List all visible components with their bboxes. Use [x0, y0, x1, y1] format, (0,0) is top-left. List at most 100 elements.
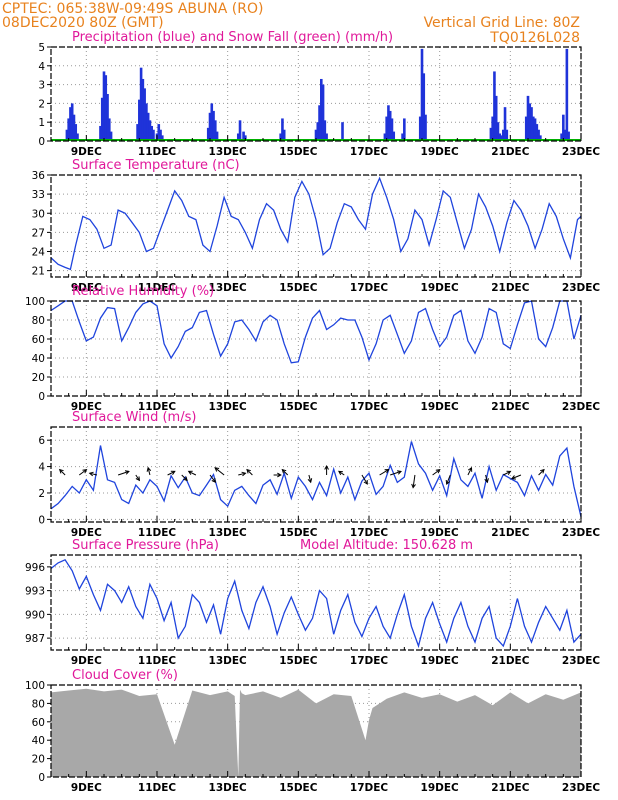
precip-bar — [148, 120, 152, 141]
precip-bar — [498, 133, 502, 141]
precip-bar — [282, 129, 286, 141]
wind-arrow-head — [445, 479, 451, 485]
wind-arrow — [390, 470, 402, 476]
wind-xtick-label: 9DEC — [71, 527, 102, 539]
precip-bar — [279, 133, 282, 141]
precip-bar — [314, 129, 318, 141]
precip-bar — [323, 120, 327, 141]
cloud-xtick-label: 21DEC — [491, 782, 530, 794]
header-run: 08DEC2020 80Z (GMT) — [2, 15, 164, 31]
humidity-panel: Relative Humidity (%) 0 20 40 60 80 100 9DEC 11D… — [25, 284, 600, 413]
precip-bar — [206, 127, 210, 141]
wind-arrow-head — [277, 472, 282, 478]
wind-arrow — [281, 469, 289, 476]
humidity-xtick-label: 15DEC — [279, 401, 318, 413]
precip-bar — [69, 107, 72, 141]
precip-bar — [208, 112, 212, 141]
precip-bar — [526, 95, 530, 141]
precip-bar — [341, 122, 344, 141]
wind-arrow-head — [467, 466, 473, 472]
temperature-xtick-label: 21DEC — [491, 282, 530, 294]
precip-bar — [138, 99, 141, 141]
precip-bar — [214, 120, 217, 141]
temperature-title: Surface Temperature (nC) — [72, 158, 240, 173]
wind-arrow-head — [484, 478, 489, 484]
precip-bar — [106, 94, 109, 141]
humidity-xtick-label: 9DEC — [71, 401, 102, 413]
pressure-ytick-label: 990 — [25, 609, 45, 621]
precip-title: Precipitation (blue) and Snow Fall (gree… — [72, 30, 393, 45]
wind-arrow-head — [146, 466, 152, 472]
wind-arrow-head — [384, 469, 390, 474]
pressure-ytick-label: 987 — [25, 633, 45, 645]
precip-bar — [496, 122, 500, 141]
wind-arrow — [214, 467, 225, 476]
wind-arrow-head — [363, 479, 368, 485]
precip-bar — [146, 112, 150, 141]
pressure-xtick-label: 23DEC — [562, 655, 601, 667]
wind-arrow-head — [510, 475, 516, 480]
precip-bar — [535, 124, 539, 141]
cloud-frame — [50, 684, 582, 778]
wind-arrow — [117, 470, 130, 476]
precip-bar — [150, 125, 153, 141]
wind-arrow-head — [135, 476, 140, 482]
wind-arrow-head — [324, 464, 329, 470]
humidity-ytick-label: 80 — [32, 315, 45, 327]
precip-bar — [145, 103, 148, 141]
cloud-ytick-label: 40 — [32, 735, 45, 747]
precip-bar — [325, 133, 328, 141]
precip-bar — [65, 129, 69, 141]
precip-bar — [422, 73, 426, 141]
precip-bar — [72, 114, 76, 141]
wind-arrow-head — [124, 470, 130, 475]
wind-arrow-head — [307, 478, 313, 484]
humidity-xtick-label: 13DEC — [209, 401, 248, 413]
wind-xtick-label: 15DEC — [279, 527, 318, 539]
precip-xtick-label: 17DEC — [350, 146, 389, 158]
pressure-ytick-label: 996 — [25, 562, 45, 574]
precip-frame — [50, 46, 582, 142]
temperature-ytick-label: 24 — [32, 247, 46, 259]
wind-arrow — [181, 474, 188, 481]
wind-arrow — [135, 474, 140, 481]
precip-bar — [161, 135, 164, 141]
wind-arrow-head — [58, 468, 64, 474]
wind-arrow — [432, 469, 441, 476]
wind-arrow-head — [411, 483, 416, 489]
wind-arrow-head — [397, 470, 402, 475]
wind-ytick-label: 0 — [38, 514, 45, 526]
pressure-xtick-label: 15DEC — [279, 655, 318, 667]
cloud-ytick-label: 60 — [32, 717, 45, 729]
wind-xtick-label: 21DEC — [491, 527, 530, 539]
precip-bar — [99, 125, 102, 141]
pressure-xtick-label: 19DEC — [421, 655, 460, 667]
wind-arrow-head — [281, 468, 287, 474]
precip-bar — [74, 124, 78, 141]
precip-bar — [157, 124, 161, 141]
pressure-xtick-label: 17DEC — [350, 655, 389, 667]
panels: Precipitation (blue) and Snow Fall (gree… — [25, 30, 600, 794]
wind-arrow — [467, 467, 472, 476]
precip-bar — [316, 122, 320, 141]
wind-arrow — [308, 474, 312, 483]
precip-bar — [505, 129, 509, 141]
precip-ytick-label: 0 — [38, 136, 45, 148]
precip-bar — [215, 131, 219, 141]
precip-bar — [489, 127, 493, 141]
wind-arrow-head — [246, 468, 251, 474]
humidity-ytick-label: 60 — [32, 334, 45, 346]
cloud-title: Cloud Cover (%) — [72, 668, 178, 683]
precip-bar — [109, 131, 113, 141]
precip-xtick-label: 9DEC — [71, 146, 102, 158]
cloud-xtick-label: 19DEC — [421, 782, 460, 794]
humidity-ytick-label: 40 — [32, 353, 45, 365]
precip-bar — [500, 135, 503, 141]
wind-xtick-label: 23DEC — [562, 527, 601, 539]
precip-bar — [281, 118, 284, 141]
wind-arrow-head — [214, 467, 220, 472]
temperature-xtick-label: 15DEC — [279, 282, 318, 294]
wind-panel: Surface Wind (m/s) 0 2 4 6 9DEC 11DEC 13DEC 15DE… — [38, 410, 600, 539]
pressure-title: Surface Pressure (hPa) — [72, 538, 219, 553]
precip-bar — [565, 48, 569, 141]
